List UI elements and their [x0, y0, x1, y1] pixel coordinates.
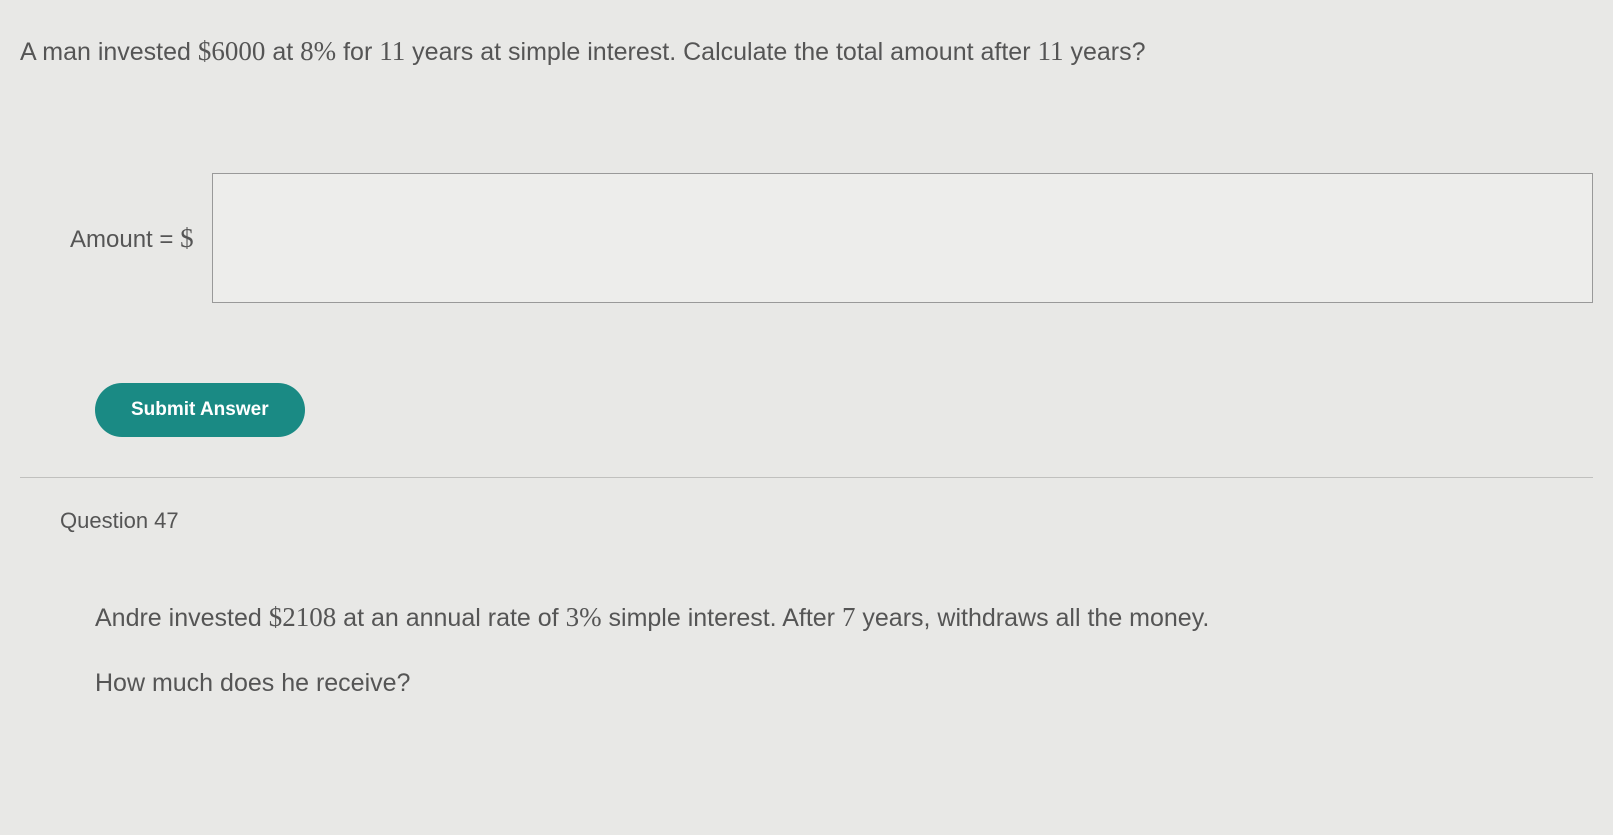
question-body: A man invested $6000 at 8% for 11 years … — [0, 0, 1613, 113]
question-rate: 8% — [300, 36, 336, 66]
answer-label: Amount = $ — [70, 223, 194, 254]
answer-area: Amount = $ — [0, 113, 1613, 343]
question-years: 11 — [379, 36, 405, 66]
question-text-part: simple interest. After — [609, 604, 842, 632]
question-text: A man invested $6000 at 8% for 11 years … — [20, 30, 1593, 73]
question-years: 7 — [842, 602, 856, 632]
question-text-part: for — [343, 38, 379, 66]
submit-answer-button[interactable]: Submit Answer — [95, 383, 305, 437]
question-number-header: Question 47 — [0, 478, 1613, 544]
question-followup: How much does he receive? — [95, 652, 1593, 715]
question-years: 11 — [1037, 36, 1063, 66]
question-text-part: Andre invested — [95, 604, 269, 632]
question-rate: 3% — [566, 602, 602, 632]
question-text-part: at an annual rate of — [343, 604, 565, 632]
answer-label-text: Amount = — [70, 226, 180, 253]
question-principal: $2108 — [269, 602, 337, 632]
question-text-part: at — [272, 38, 300, 66]
currency-symbol: $ — [180, 223, 194, 253]
question-text-part: years at simple interest. Calculate the … — [412, 38, 1037, 66]
question-principal: $6000 — [198, 36, 266, 66]
amount-input[interactable] — [212, 173, 1593, 303]
question-text-part: A man invested — [20, 38, 198, 66]
question-text-part: years, withdraws all the money. — [862, 604, 1209, 632]
question-text-part: years? — [1070, 38, 1145, 66]
question-text: Andre invested $2108 at an annual rate o… — [95, 584, 1593, 652]
question-body: Andre invested $2108 at an annual rate o… — [0, 544, 1613, 734]
